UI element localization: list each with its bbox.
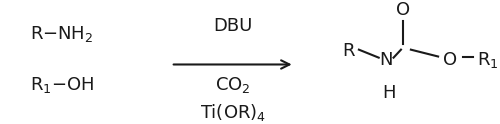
- Text: R: R: [342, 42, 355, 60]
- Text: R$-$NH$_2$: R$-$NH$_2$: [30, 24, 92, 44]
- Text: R$_1$$-$OH: R$_1$$-$OH: [30, 75, 94, 95]
- Text: CO$_2$: CO$_2$: [215, 75, 250, 95]
- Text: R$_1$: R$_1$: [477, 50, 498, 70]
- Text: DBU: DBU: [213, 17, 252, 35]
- Text: O: O: [396, 1, 410, 19]
- Text: Ti(OR)$_4$: Ti(OR)$_4$: [200, 102, 266, 123]
- Text: H: H: [382, 84, 396, 102]
- Text: N: N: [380, 51, 393, 69]
- Text: O: O: [444, 51, 458, 69]
